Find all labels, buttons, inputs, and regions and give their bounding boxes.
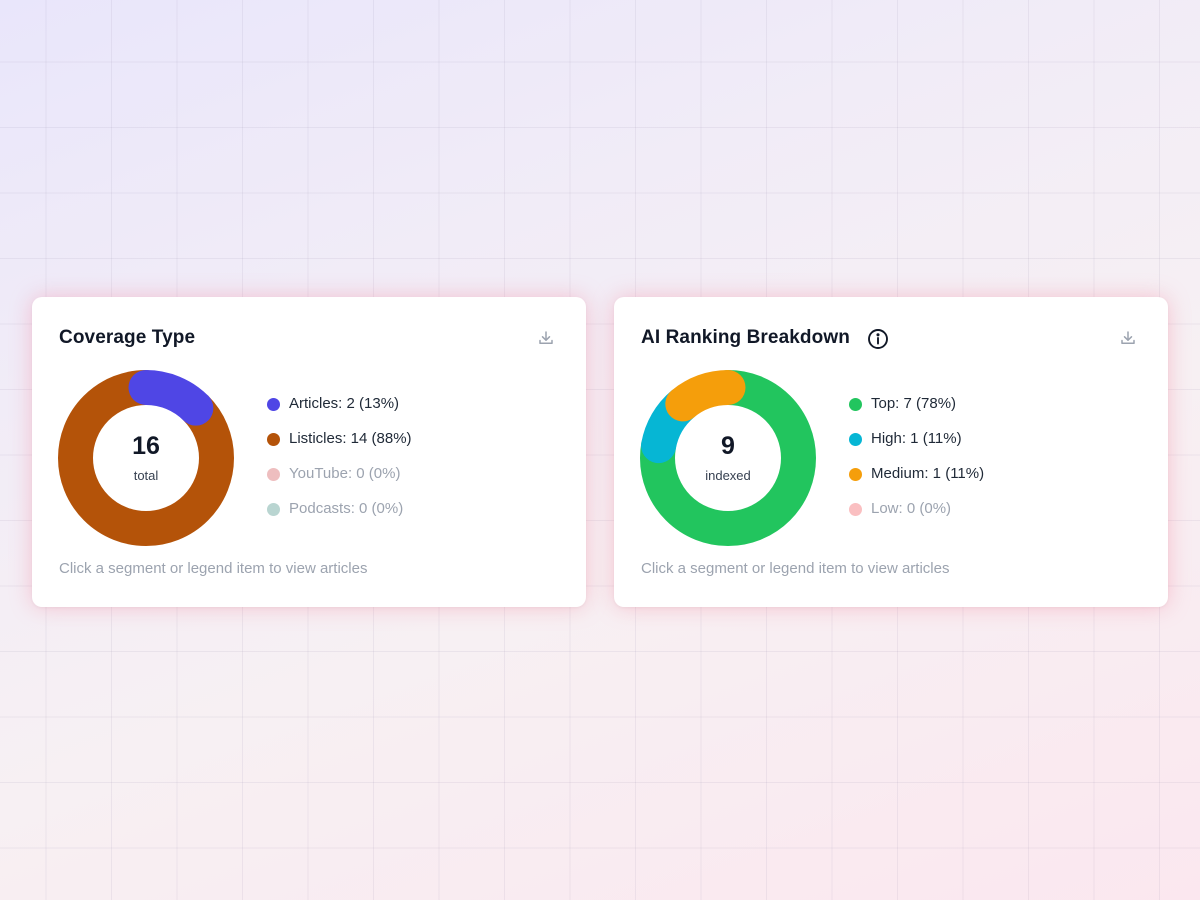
hint-text: Click a segment or legend item to view a… (641, 560, 950, 577)
donut-segment-high[interactable] (640, 370, 816, 546)
legend: Articles: 2 (13%) Listicles: 14 (88%) Yo… (267, 395, 412, 535)
legend-item-low[interactable]: Low: 0 (0%) (849, 500, 984, 535)
hint-text: Click a segment or legend item to view a… (59, 560, 368, 577)
legend-label: Articles: 2 (13%) (289, 395, 400, 412)
legend-item-medium[interactable]: Medium: 1 (11%) (849, 465, 984, 500)
info-icon[interactable] (867, 328, 889, 350)
legend: Top: 7 (78%) High: 1 (11%) Medium: 1 (11… (849, 395, 984, 535)
legend-item-podcasts[interactable]: Podcasts: 0 (0%) (267, 500, 412, 535)
legend-dot (849, 468, 862, 481)
legend-label: Listicles: 14 (88%) (289, 430, 412, 447)
donut-segment-medium[interactable] (640, 370, 816, 546)
card-title: AI Ranking Breakdown (641, 327, 850, 348)
legend-label: Podcasts: 0 (0%) (289, 500, 404, 517)
legend-label: High: 1 (11%) (871, 430, 962, 447)
ranking-donut-chart[interactable] (640, 370, 816, 546)
legend-item-high[interactable]: High: 1 (11%) (849, 430, 984, 465)
legend-label: Top: 7 (78%) (871, 395, 957, 412)
legend-item-listicles[interactable]: Listicles: 14 (88%) (267, 430, 412, 465)
legend-dot (849, 433, 862, 446)
legend-label: YouTube: 0 (0%) (289, 465, 401, 482)
legend-dot (267, 398, 280, 411)
legend-dot (267, 433, 280, 446)
legend-dot (267, 503, 280, 516)
legend-dot (849, 503, 862, 516)
card-title: Coverage Type (59, 327, 196, 348)
legend-item-top[interactable]: Top: 7 (78%) (849, 395, 984, 430)
legend-label: Low: 0 (0%) (871, 500, 952, 517)
donut-segment-articles[interactable] (58, 370, 234, 546)
ai-ranking-card: AI Ranking Breakdown 9 indexed Top: 7 (7… (614, 297, 1168, 607)
legend-dot (849, 398, 862, 411)
download-icon[interactable] (538, 330, 554, 346)
coverage-type-card: Coverage Type 16 total Articles: 2 (13%)… (32, 297, 586, 607)
legend-dot (267, 468, 280, 481)
legend-label: Medium: 1 (11%) (871, 465, 985, 482)
legend-item-articles[interactable]: Articles: 2 (13%) (267, 395, 412, 430)
legend-item-youtube[interactable]: YouTube: 0 (0%) (267, 465, 412, 500)
download-icon[interactable] (1120, 330, 1136, 346)
coverage-donut-chart[interactable] (58, 370, 234, 546)
